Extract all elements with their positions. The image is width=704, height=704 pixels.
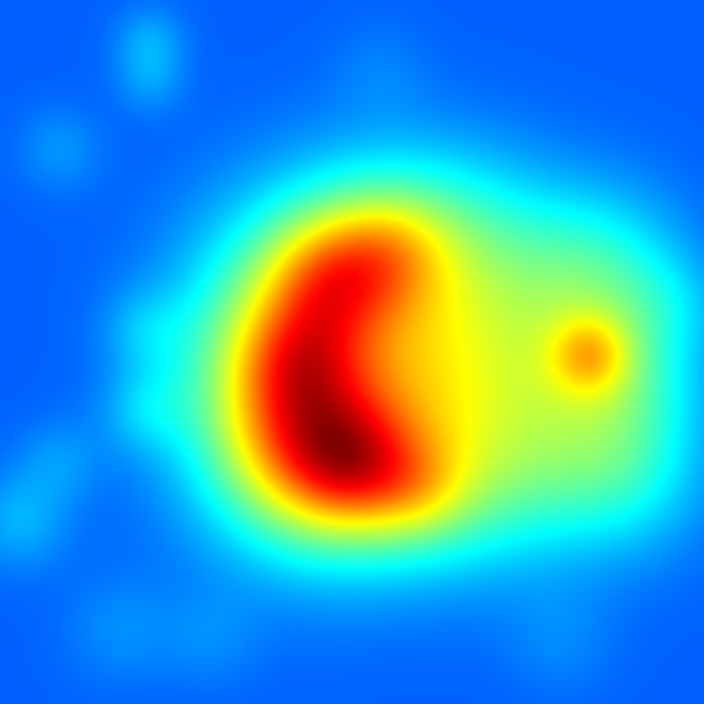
- heatmap-canvas-container: [0, 0, 704, 704]
- heatmap-image: [0, 0, 704, 704]
